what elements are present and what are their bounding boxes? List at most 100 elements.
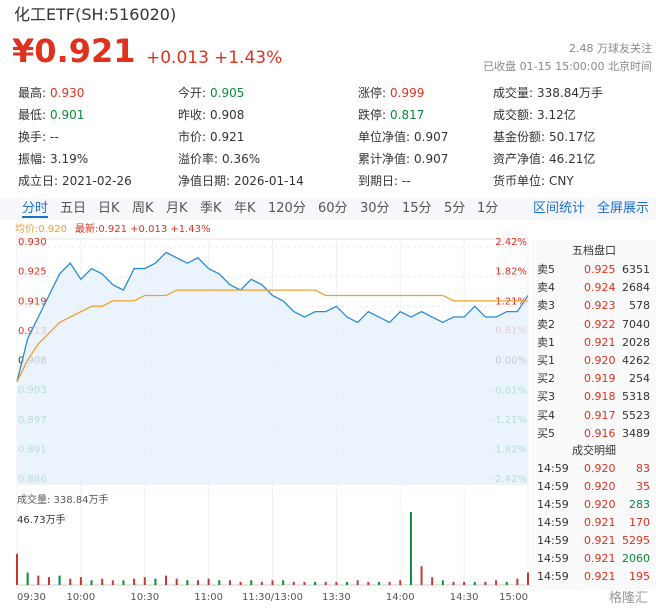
volume-bar <box>26 572 29 585</box>
stat-value: 338.84万手 <box>537 86 603 100</box>
tab-right[interactable]: 区间统计 <box>533 201 586 216</box>
volume-bar <box>388 581 391 585</box>
stat-label: 今开: <box>178 86 207 100</box>
volume-bar <box>250 580 253 585</box>
stat-label: 成交额: <box>493 108 534 122</box>
volume-bar <box>505 581 508 585</box>
volume-bar <box>207 578 210 585</box>
x-tick-label: 11:00 <box>194 592 223 603</box>
trade-volume: 5295 <box>622 534 650 547</box>
trade-volume: 195 <box>629 570 650 583</box>
volume-bar <box>260 581 263 585</box>
stat-label: 昨收: <box>178 108 207 122</box>
stat-value: 0.908 <box>210 108 245 122</box>
watermark: 格隆汇 <box>608 591 648 606</box>
volume-bar <box>346 581 349 585</box>
trade-price: 0.921 <box>584 534 616 547</box>
order-volume: 4262 <box>622 354 650 367</box>
volume-bar <box>143 577 146 585</box>
order-price: 0.917 <box>584 408 616 422</box>
trade-volume: 170 <box>629 516 650 529</box>
order-volume: 578 <box>629 299 650 313</box>
volume-bar <box>228 580 231 585</box>
stat-value: 0.901 <box>50 108 85 122</box>
tab[interactable]: 5分 <box>444 201 466 216</box>
volume-bar <box>484 581 487 585</box>
order-title: 五档盘口 <box>572 244 616 257</box>
volume-bar <box>90 580 93 585</box>
volume-bar <box>527 572 529 585</box>
title: 化工ETF(SH:516020) <box>14 5 177 24</box>
order-side: 买1 <box>537 354 555 367</box>
order-side: 买5 <box>537 426 555 440</box>
tab[interactable]: 五日 <box>60 201 87 216</box>
order-side: 卖2 <box>537 317 555 331</box>
tab-right[interactable]: 全屏展示 <box>597 201 650 216</box>
tab[interactable]: 周K <box>132 201 154 216</box>
stat-value: 50.17亿 <box>549 130 596 144</box>
tab[interactable]: 日K <box>98 201 120 216</box>
stat-label: 跌停: <box>358 108 387 122</box>
tab-bar <box>0 198 656 220</box>
x-tick-label: 11:30/13:00 <box>242 592 303 603</box>
tab[interactable]: 120分 <box>268 201 306 216</box>
stat-label: 成立日: <box>18 174 59 188</box>
volume-bar <box>196 580 199 585</box>
volume-bar <box>165 575 168 585</box>
volume-title: 成交量: 338.84万手 <box>17 493 109 506</box>
order-volume: 5318 <box>622 390 650 404</box>
stat-label: 溢价率: <box>178 152 219 166</box>
average-line <box>16 289 528 382</box>
change: +0.013 <box>146 48 209 68</box>
x-tick-label: 13:30 <box>322 592 351 603</box>
trade-volume: 283 <box>629 498 650 511</box>
tab[interactable]: 月K <box>166 201 188 216</box>
volume-bar <box>218 580 221 585</box>
tab[interactable]: 15分 <box>402 201 432 216</box>
stat-label: 货币单位: <box>493 174 546 188</box>
order-price: 0.924 <box>584 281 616 295</box>
trade-time: 14:59 <box>537 534 569 547</box>
stat-value: -- <box>402 174 411 188</box>
y-tick-label: 0.930 <box>18 237 47 248</box>
tab[interactable]: 30分 <box>360 201 390 216</box>
trade-time: 14:59 <box>537 570 569 583</box>
order-side: 卖1 <box>537 335 555 349</box>
y-tick-label: 0.919 <box>18 296 47 307</box>
stat-value: 0.817 <box>390 108 425 122</box>
tab[interactable]: 1分 <box>477 201 499 216</box>
volume-bar <box>37 575 40 585</box>
volume-bar <box>69 578 72 585</box>
order-volume: 254 <box>629 372 650 386</box>
volume-bar <box>409 512 412 585</box>
trade-time: 14:59 <box>537 516 569 529</box>
stat-value: 0.905 <box>210 86 245 100</box>
volume-bar <box>367 581 370 585</box>
panel-bg <box>531 240 656 590</box>
trade-price: 0.921 <box>584 516 616 529</box>
tab[interactable]: 季K <box>200 201 222 216</box>
order-price: 0.921 <box>584 335 616 349</box>
volume-bar <box>303 581 306 585</box>
tab[interactable]: 60分 <box>318 201 348 216</box>
stat-value: 2026-01-14 <box>234 174 304 188</box>
order-price: 0.919 <box>584 372 616 386</box>
tab[interactable]: 分时 <box>22 201 49 218</box>
order-side: 买4 <box>537 408 555 422</box>
order-volume: 2684 <box>622 281 650 295</box>
stat-label: 成交量: <box>493 86 534 100</box>
stat-label: 资产净值: <box>493 152 546 166</box>
trade-price: 0.921 <box>584 570 616 583</box>
tab[interactable]: 年K <box>234 201 256 216</box>
volume-tick-label: 46.73万手 <box>17 513 66 526</box>
stat-label: 振幅: <box>18 152 47 166</box>
volume-bar <box>377 581 380 585</box>
volume-bar <box>282 580 285 585</box>
stat-value: 0.907 <box>414 152 449 166</box>
y2-tick-label: 1.21% <box>495 296 527 307</box>
volume-bar <box>58 575 61 585</box>
order-volume: 2028 <box>622 335 650 349</box>
trades-title: 成交明细 <box>572 444 616 457</box>
